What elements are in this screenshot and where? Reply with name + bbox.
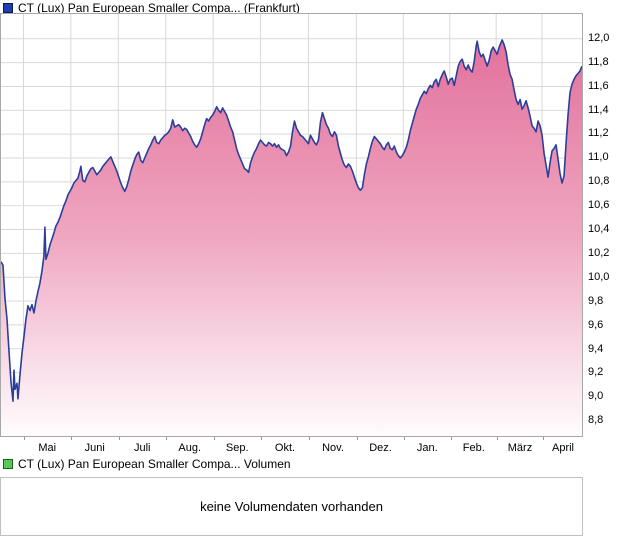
y-tick-label: 10,8 <box>588 175 610 188</box>
x-axis-tickmark <box>309 437 310 440</box>
x-tick-label: Dez. <box>369 442 392 454</box>
x-axis-tickmark <box>404 437 405 440</box>
price-line <box>1 39 582 402</box>
x-axis-tickmark <box>497 437 498 440</box>
x-tick-label: April <box>551 442 574 454</box>
y-tick-label: 9,4 <box>588 342 604 355</box>
y-tick-label: 9,2 <box>588 366 604 379</box>
y-tick-label: 11,6 <box>588 79 609 92</box>
price-legend-label: CT (Lux) Pan European Smaller Compa... (… <box>18 1 300 15</box>
x-tick-label: Feb. <box>462 442 485 454</box>
volume-legend: CT (Lux) Pan European Smaller Compa... V… <box>3 458 291 470</box>
x-axis-tickmark <box>71 437 72 440</box>
y-tick-label: 10,2 <box>588 246 610 259</box>
y-tick-label: 12,0 <box>588 31 610 44</box>
x-tick-label: Aug. <box>178 442 202 454</box>
price-legend: CT (Lux) Pan European Smaller Compa... (… <box>3 2 300 14</box>
x-tick-label: Juli <box>133 442 151 454</box>
volume-empty-message: keine Volumendaten vorhanden <box>200 499 383 514</box>
y-tick-label: 11,2 <box>588 127 609 140</box>
x-tick-label: Mai <box>38 442 57 454</box>
x-tick-label: Okt. <box>274 442 296 454</box>
x-axis-tickmark <box>357 437 358 440</box>
x-axis-tickmark <box>450 437 452 440</box>
y-tick-label: 10,6 <box>588 199 610 212</box>
y-tick-label: 9,0 <box>588 390 604 403</box>
y-tick-label: 10,0 <box>588 270 610 283</box>
price-series-marker-icon <box>3 3 13 13</box>
x-axis-tickmark <box>543 437 544 440</box>
x-axis-tickmark <box>118 437 120 440</box>
y-tick-label: 11,4 <box>588 103 609 116</box>
y-tick-label: 9,8 <box>588 294 604 307</box>
x-tick-label: Juni <box>84 442 105 454</box>
x-tick-label: Nov. <box>322 442 344 454</box>
y-tick-label: 11,8 <box>588 55 609 68</box>
x-tick-label: Sep. <box>225 442 249 454</box>
x-tick-label: Jan. <box>416 442 438 454</box>
y-tick-label: 11,0 <box>588 151 609 164</box>
y-tick-label: 9,6 <box>588 318 604 331</box>
x-axis-tickmark <box>23 437 25 440</box>
x-axis-tickmark <box>166 437 167 440</box>
volume-pane: keine Volumendaten vorhanden <box>0 477 583 536</box>
x-axis-tickmark <box>213 437 215 440</box>
price-area-fill <box>1 39 582 436</box>
x-axis-tickmark <box>261 437 262 440</box>
volume-series-marker-icon <box>3 459 13 469</box>
y-tick-label: 10,4 <box>588 223 610 236</box>
y-tick-label: 8,8 <box>588 414 604 427</box>
price-chart-canvas[interactable] <box>1 14 582 436</box>
x-tick-label: März <box>507 442 533 454</box>
volume-legend-label: CT (Lux) Pan European Smaller Compa... V… <box>18 457 291 471</box>
price-chart[interactable] <box>0 13 583 437</box>
